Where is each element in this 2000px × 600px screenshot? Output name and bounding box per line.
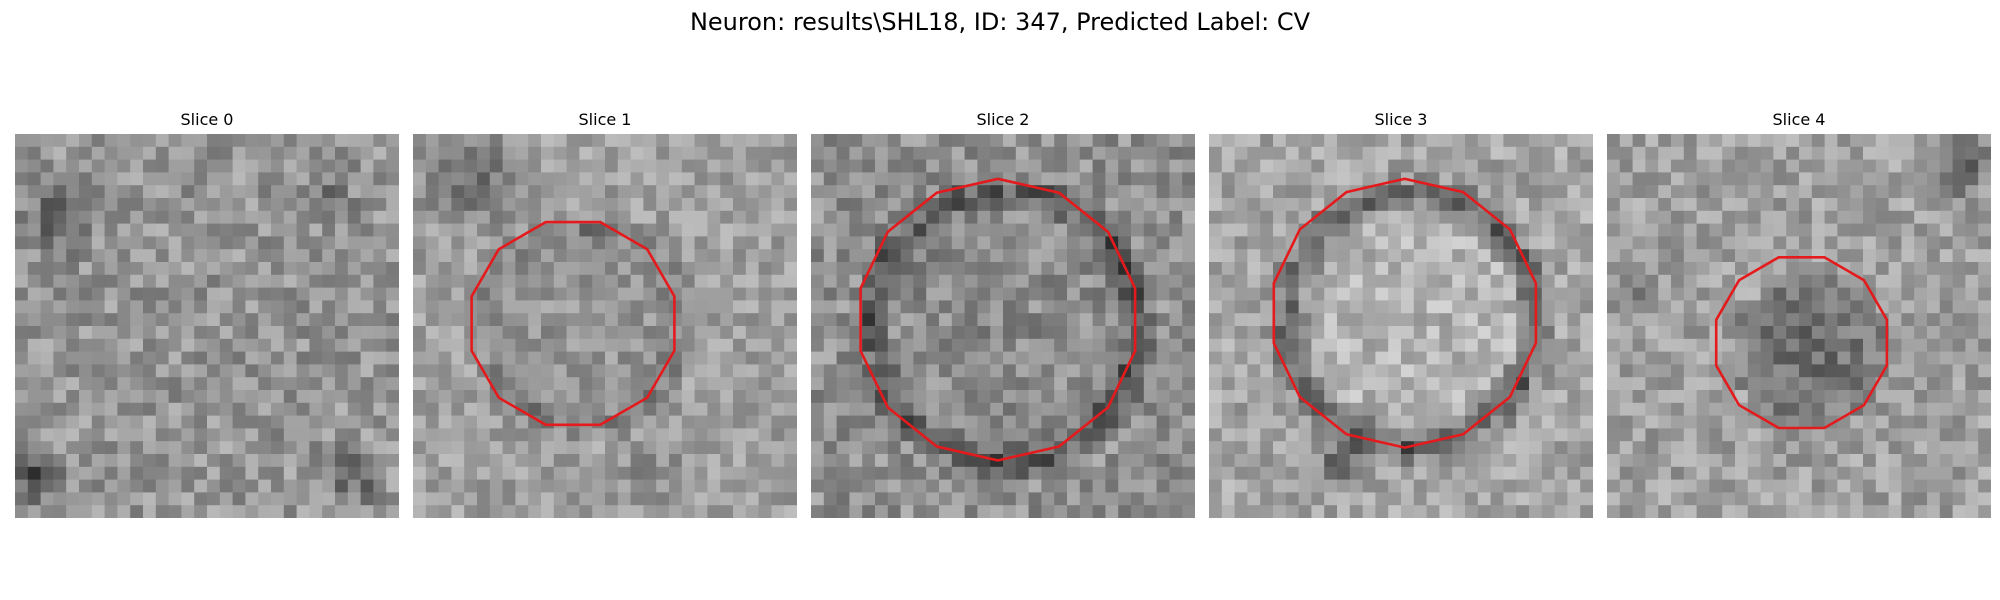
pixel-texture xyxy=(15,134,399,518)
slice-image xyxy=(811,134,1195,518)
pixel-texture xyxy=(1209,134,1593,518)
pixel-texture xyxy=(1607,134,1991,518)
figure-title: Neuron: results\SHL18, ID: 347, Predicte… xyxy=(689,8,1311,36)
slice-title: Slice 2 xyxy=(976,110,1030,129)
neuron-contour xyxy=(470,220,676,427)
neuron-contour xyxy=(859,177,1137,462)
slice-title: Slice 0 xyxy=(180,110,234,129)
pixel-texture xyxy=(811,134,1195,518)
slice-image xyxy=(15,134,399,518)
slice-title: Slice 3 xyxy=(1374,110,1428,129)
neuron-contour xyxy=(1714,256,1889,430)
pixel-texture xyxy=(413,134,797,518)
slice-panel-4: Slice 4 xyxy=(1607,110,1991,520)
neuron-contour xyxy=(1272,177,1538,449)
slice-panel-0: Slice 0 xyxy=(15,110,399,520)
slice-panel-2: Slice 2 xyxy=(811,110,1195,520)
slice-image xyxy=(413,134,797,518)
slice-image xyxy=(1209,134,1593,518)
slice-title: Slice 4 xyxy=(1772,110,1826,129)
slice-panel-1: Slice 1 xyxy=(413,110,797,520)
slice-panel-3: Slice 3 xyxy=(1209,110,1593,520)
slice-image xyxy=(1607,134,1991,518)
slice-title: Slice 1 xyxy=(578,110,632,129)
